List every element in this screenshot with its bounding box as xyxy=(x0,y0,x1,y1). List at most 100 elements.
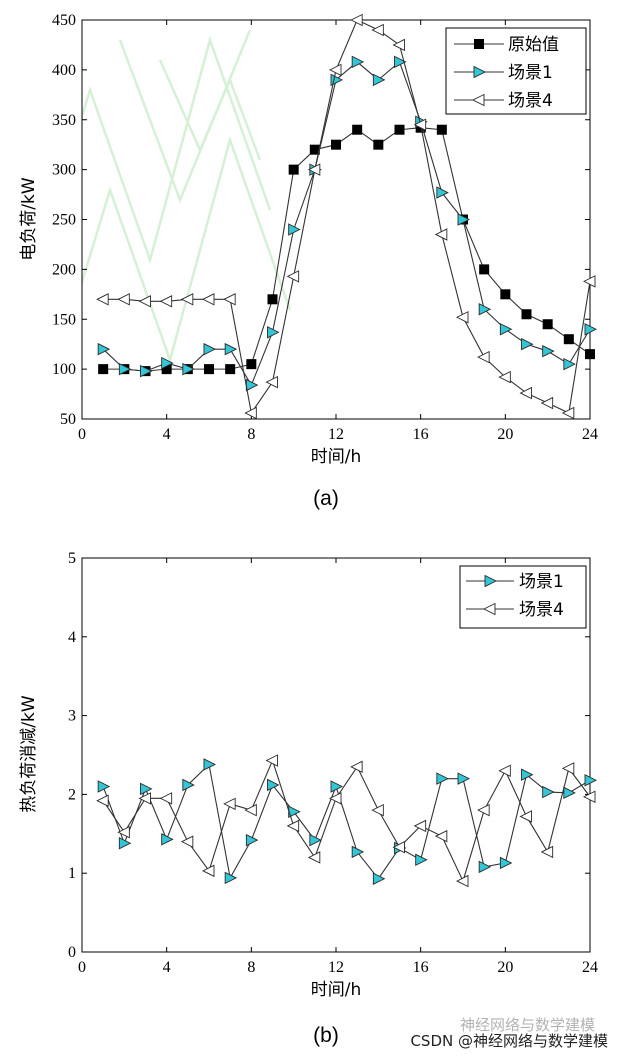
data-point xyxy=(352,124,363,135)
y-tick-label: 250 xyxy=(52,212,76,229)
data-point xyxy=(140,364,153,378)
data-point xyxy=(307,851,321,864)
data-point xyxy=(542,344,555,358)
data-point xyxy=(521,337,534,351)
panel-a-electric-load-chart: 0 4 8 12 16 20 24 50 100 150 200 250 300 350 400 450 时… xyxy=(19,12,598,510)
data-point xyxy=(373,139,384,150)
data-point xyxy=(499,322,513,336)
y-tick-label: 50 xyxy=(60,411,76,428)
data-point xyxy=(246,359,257,370)
y-tick-label: 150 xyxy=(52,311,76,328)
series-line xyxy=(102,758,591,883)
data-point xyxy=(161,833,174,846)
x-tick-label: 20 xyxy=(497,426,513,443)
data-point xyxy=(245,378,259,392)
data-point xyxy=(371,23,384,37)
data-point xyxy=(267,294,278,305)
data-point xyxy=(519,810,532,823)
series-line xyxy=(102,763,591,880)
data-point xyxy=(201,864,215,878)
data-point xyxy=(413,118,427,131)
data-point xyxy=(286,819,300,833)
x-axis: 0 4 8 12 16 20 24 xyxy=(78,20,598,443)
data-point xyxy=(138,295,151,308)
data-point xyxy=(582,790,596,803)
y-tick-label: 2 xyxy=(68,786,76,803)
data-point xyxy=(455,874,469,888)
data-point xyxy=(223,293,236,306)
data-point xyxy=(350,760,363,774)
data-point xyxy=(563,357,576,371)
data-point xyxy=(563,786,576,800)
x-axis-label: 时间/h xyxy=(311,447,362,467)
data-point xyxy=(434,829,448,843)
legend-box xyxy=(459,565,587,629)
data-point xyxy=(477,803,490,817)
data-point xyxy=(540,396,554,410)
data-point xyxy=(265,375,278,389)
data-point xyxy=(244,803,257,817)
background-watermark xyxy=(82,29,292,365)
data-point xyxy=(182,778,195,792)
data-point xyxy=(159,792,173,805)
x-axis: 0 4 8 12 16 20 24 xyxy=(78,558,598,976)
y-tick-label: 350 xyxy=(52,112,76,129)
data-point xyxy=(225,364,236,375)
data-point xyxy=(204,364,214,375)
data-point xyxy=(561,406,575,420)
data-point xyxy=(519,386,532,400)
data-point xyxy=(98,364,109,375)
data-point xyxy=(307,163,321,176)
legend-marker xyxy=(473,65,487,79)
data-point xyxy=(350,13,363,27)
data-point xyxy=(436,124,447,135)
x-tick-label: 8 xyxy=(247,959,255,976)
data-point xyxy=(582,275,596,288)
data-point xyxy=(140,782,153,796)
data-point xyxy=(415,853,428,867)
data-point xyxy=(203,758,217,771)
data-point xyxy=(392,840,405,854)
data-point xyxy=(351,845,365,859)
data-point xyxy=(180,835,194,848)
data-point xyxy=(203,342,217,356)
y-tick-label: 1 xyxy=(68,865,76,882)
data-point xyxy=(117,825,130,839)
legend-label: 场景4 xyxy=(519,600,564,620)
data-point xyxy=(478,860,492,874)
legend-label: 场景4 xyxy=(508,91,553,111)
data-point xyxy=(267,325,280,339)
y-tick-label: 0 xyxy=(68,944,76,961)
data-point xyxy=(457,213,471,226)
y-tick-label: 400 xyxy=(52,62,76,79)
data-point xyxy=(224,342,238,356)
data-point xyxy=(96,794,109,807)
data-point xyxy=(161,356,174,370)
y-axis-label: 热负荷消减/kW xyxy=(19,695,39,813)
data-point xyxy=(455,311,469,324)
data-point xyxy=(201,293,215,306)
data-point xyxy=(180,293,194,306)
data-point xyxy=(182,362,195,376)
legend-label: 原始值 xyxy=(508,35,559,55)
data-point xyxy=(288,164,299,175)
legend-item: 原始值 xyxy=(454,35,559,55)
data-point xyxy=(328,63,342,77)
y-tick-label: 3 xyxy=(68,708,76,725)
legend-marker xyxy=(482,602,496,616)
legend-marker xyxy=(484,574,498,588)
data-point xyxy=(542,319,553,330)
data-point xyxy=(267,778,280,792)
data-point xyxy=(371,803,384,817)
data-point xyxy=(394,124,405,135)
data-point xyxy=(97,780,111,793)
y-axis: 50 100 150 200 250 300 350 400 450 xyxy=(52,12,590,428)
y-tick-label: 450 xyxy=(52,12,76,29)
series-3 xyxy=(96,13,596,420)
data-point xyxy=(585,349,595,360)
